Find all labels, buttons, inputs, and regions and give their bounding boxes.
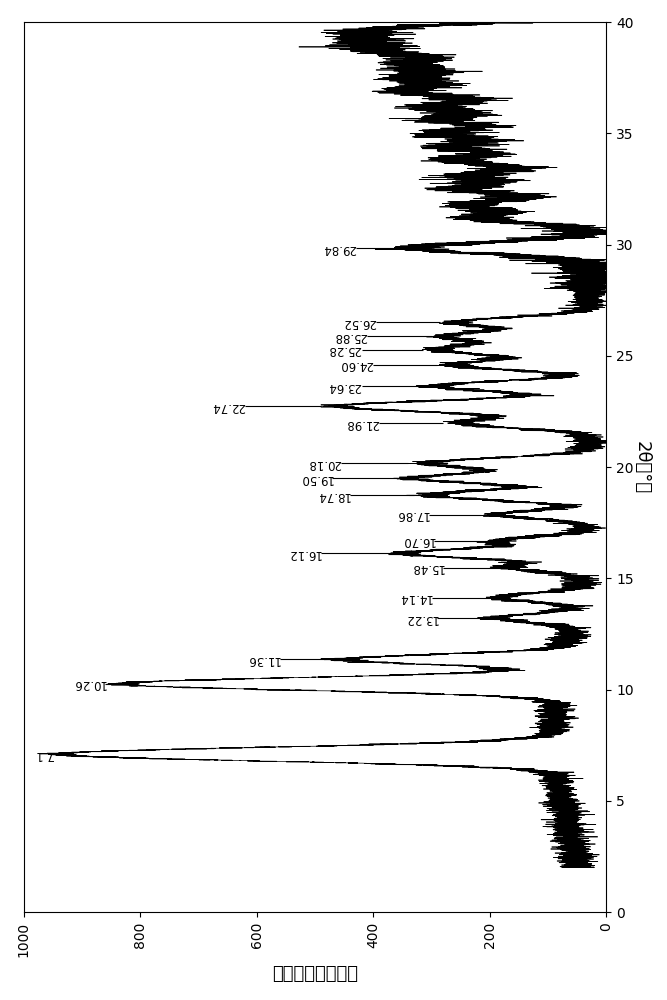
- Text: 11.36: 11.36: [246, 653, 280, 666]
- Text: 21.98: 21.98: [346, 417, 379, 430]
- Text: 20.18: 20.18: [307, 457, 342, 470]
- Text: 17.86: 17.86: [395, 508, 429, 521]
- Text: 24.60: 24.60: [340, 358, 374, 371]
- Text: 7.1: 7.1: [34, 748, 53, 761]
- Text: 22.74: 22.74: [211, 400, 245, 413]
- X-axis label: 强度（任意单位）: 强度（任意单位）: [272, 965, 358, 983]
- Text: 15.48: 15.48: [410, 561, 443, 574]
- Text: 16.12: 16.12: [287, 547, 321, 560]
- Text: 25.28: 25.28: [328, 343, 362, 356]
- Text: 13.22: 13.22: [404, 612, 438, 625]
- Text: 29.84: 29.84: [322, 242, 356, 255]
- Text: 16.70: 16.70: [401, 534, 434, 547]
- Text: 18.74: 18.74: [316, 489, 350, 502]
- Text: 26.52: 26.52: [343, 316, 376, 329]
- Text: 14.14: 14.14: [398, 591, 432, 604]
- Text: 23.64: 23.64: [328, 380, 362, 393]
- Text: 10.26: 10.26: [71, 677, 105, 690]
- Y-axis label: 2θ（°）: 2θ（°）: [632, 441, 650, 494]
- Text: 19.50: 19.50: [299, 472, 332, 485]
- Text: 25.88: 25.88: [334, 330, 368, 343]
